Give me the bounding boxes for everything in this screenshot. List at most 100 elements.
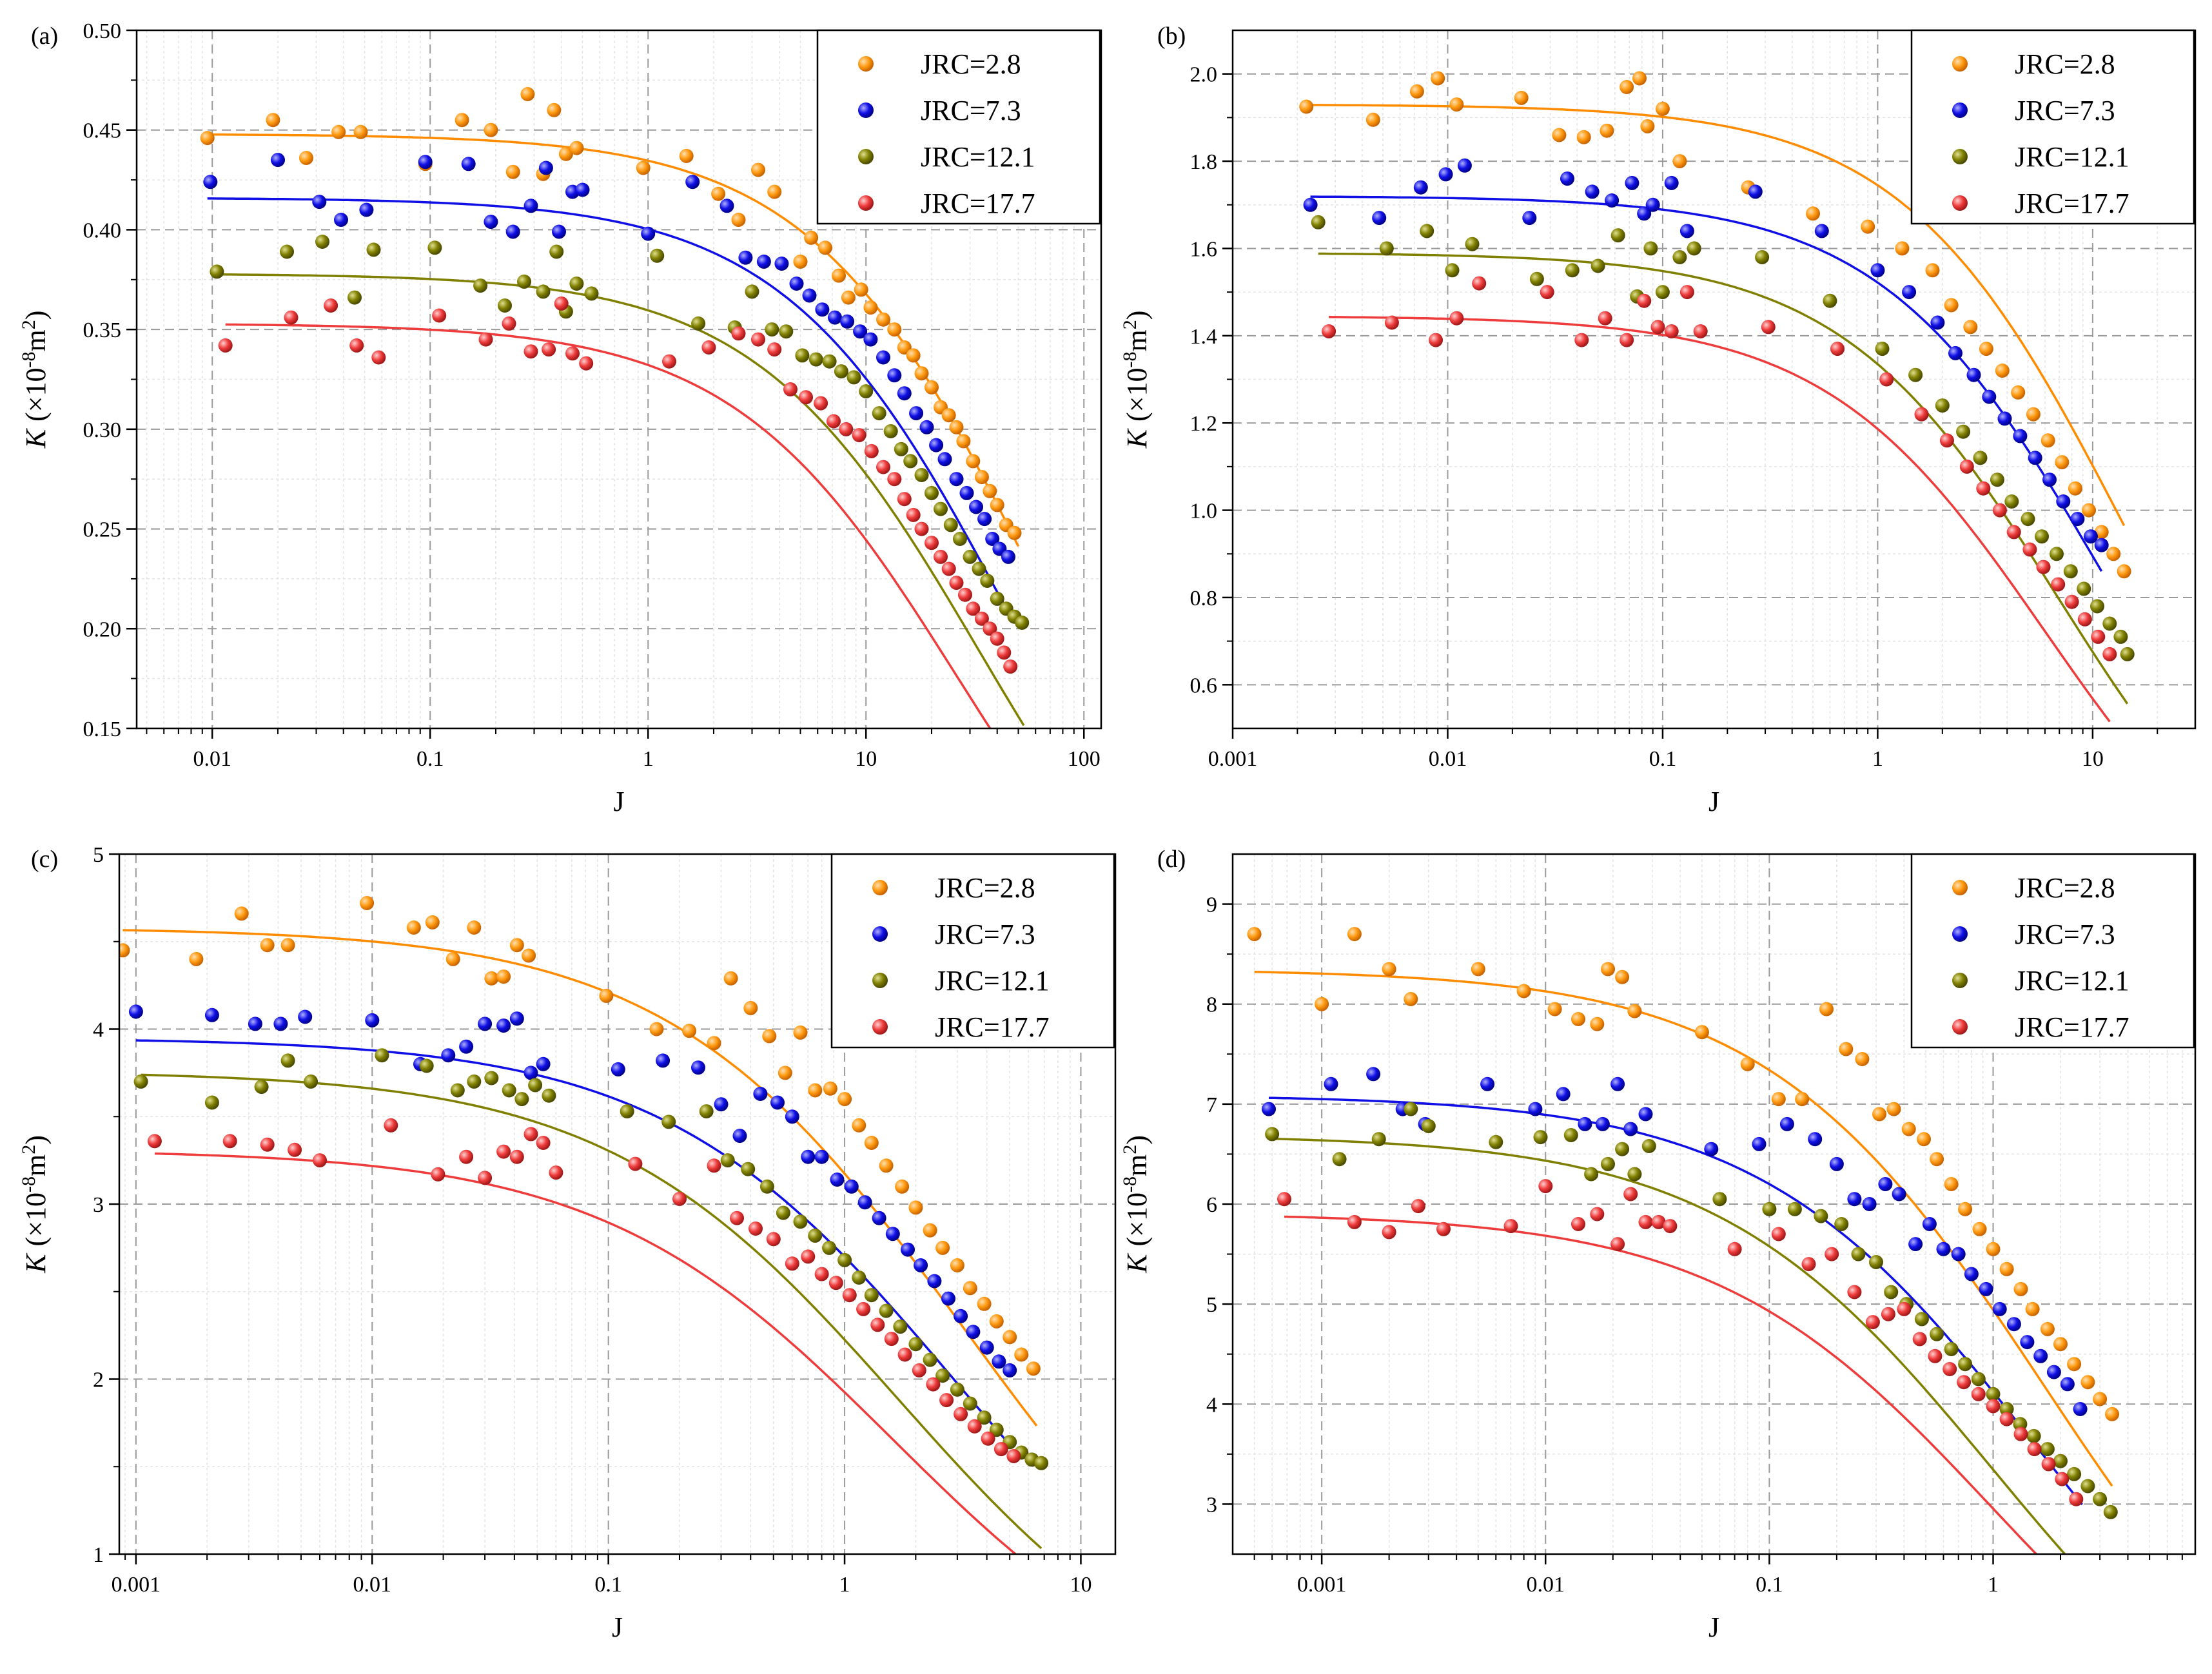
y-tick-label: 1 (93, 1543, 104, 1567)
x-tick-label: 0.001 (1208, 747, 1258, 771)
data-point (147, 1134, 162, 1149)
data-point (1026, 1361, 1041, 1376)
data-point (841, 290, 856, 305)
data-point (509, 1011, 524, 1026)
legend: JRC=2.8 JRC=7.3 JRC=12.1 JRC=17.7 (816, 29, 1101, 225)
data-point (949, 420, 964, 434)
y-tick-label: 0.8 (1190, 587, 1218, 610)
legend-label: JRC=12.1 (2015, 141, 2129, 173)
data-point (2082, 503, 2096, 518)
data-point (1847, 1285, 1862, 1299)
data-point (1787, 1202, 1802, 1216)
data-point (1574, 333, 1589, 347)
data-point (919, 420, 934, 434)
minor-gridlines (1233, 30, 2195, 728)
data-point (2040, 1321, 2055, 1336)
data-point (682, 1024, 697, 1038)
data-point (1277, 1192, 1291, 1207)
data-point (509, 938, 524, 953)
data-point (941, 561, 956, 576)
data-point (765, 322, 779, 337)
data-point (815, 302, 830, 317)
data-point (1438, 167, 1453, 182)
data-point (908, 1200, 923, 1215)
y-tick-label: 0.40 (83, 219, 122, 242)
data-point (1801, 1257, 1816, 1272)
data-point (937, 452, 952, 467)
data-point (1638, 1214, 1653, 1229)
data-point (2027, 1442, 2042, 1457)
legend-label: JRC=17.7 (2015, 1011, 2129, 1043)
data-point (620, 1104, 634, 1119)
data-point (203, 175, 218, 190)
data-point (929, 438, 944, 453)
data-point (2041, 1457, 2056, 1472)
data-point (783, 382, 798, 396)
data-point (711, 186, 726, 201)
data-point (1529, 271, 1544, 286)
data-point (2004, 494, 2019, 509)
data-point (133, 1074, 148, 1089)
data-point (524, 344, 538, 359)
data-point (418, 155, 433, 170)
legend: JRC=2.8 JRC=7.3 JRC=12.1 JRC=17.7 (1910, 853, 2195, 1049)
y-tick-label: 0.25 (83, 518, 122, 542)
data-point (1366, 1067, 1381, 1082)
x-tick-label: 0.1 (416, 747, 444, 771)
data-point (1908, 367, 1923, 382)
data-point (1637, 293, 1652, 308)
data-point (1247, 927, 1262, 942)
data-point (1740, 1056, 1755, 1071)
data-point (2102, 616, 2117, 631)
data-point (1627, 1167, 1642, 1182)
data-point (1865, 1315, 1880, 1330)
data-point (1565, 263, 1580, 278)
data-point (701, 340, 716, 355)
data-point (990, 631, 1004, 646)
data-point (2050, 547, 2064, 561)
data-point (993, 1442, 1008, 1457)
data-point (2055, 1472, 2070, 1486)
data-point (767, 184, 782, 199)
data-point (795, 348, 810, 363)
data-point (1605, 193, 1620, 208)
legend-label: JRC=17.7 (2015, 188, 2129, 219)
legend-label: JRC=12.1 (2015, 965, 2129, 997)
fit-curve-JRC-12.1 (1272, 1137, 2067, 1554)
data-point (1615, 969, 1630, 984)
data-point (441, 1048, 456, 1063)
data-point (375, 1048, 389, 1063)
data-point (1943, 1362, 1957, 1376)
data-point (1861, 219, 1875, 234)
data-point (1411, 1199, 1425, 1214)
data-point (1465, 237, 1480, 251)
data-point (966, 454, 981, 469)
data-point (1972, 1221, 1987, 1236)
data-point (894, 442, 908, 456)
legend-marker (1952, 56, 1968, 72)
data-point (840, 314, 855, 329)
data-point (1528, 1102, 1543, 1116)
data-point (579, 356, 594, 371)
data-point (2070, 512, 2085, 527)
y-axis-label: K(×10-8m2) (1119, 1135, 1153, 1274)
data-point (204, 1007, 219, 1022)
data-point (685, 175, 700, 190)
fit-curve-JRC-17.7 (1329, 316, 2111, 723)
data-point (1556, 1087, 1571, 1102)
y-tick-label: 9 (1206, 893, 1217, 917)
data-point (1600, 123, 1614, 138)
data-point (2103, 1504, 2118, 1519)
data-point (766, 1232, 781, 1247)
x-tick-label: 10 (2082, 747, 2104, 771)
data-point (974, 611, 989, 626)
y-tick-label: 2.0 (1190, 63, 1218, 87)
data-point (1806, 206, 1820, 221)
data-point (2102, 647, 2117, 661)
data-point (1584, 1167, 1599, 1182)
panel-label: (d) (1157, 846, 1186, 873)
data-point (1262, 1102, 1276, 1116)
data-point (1384, 315, 1399, 330)
data-point (925, 485, 939, 500)
data-point (2093, 1392, 2108, 1406)
